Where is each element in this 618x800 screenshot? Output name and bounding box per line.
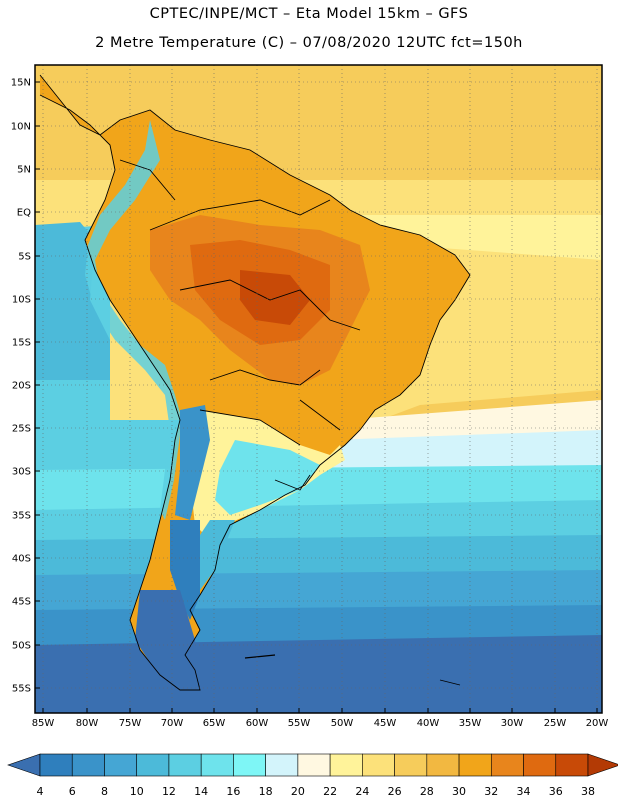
latitude-labels: 15N 10N 5N EQ 5S 10S 15S 20S 25S 30S 35S 40S 45S 50S 5… — [11, 78, 40, 695]
colorbar-label: 24 — [355, 785, 369, 798]
lat-label-25s: 25S — [12, 424, 31, 435]
lon-label-85w: 85W — [32, 718, 55, 729]
colorbar-segment — [490, 753, 524, 777]
colorbar-label: 20 — [291, 785, 305, 798]
colorbar-label: 6 — [69, 785, 76, 798]
colorbar-arrow-high — [587, 753, 618, 777]
lat-label-55s: 55S — [12, 684, 31, 695]
colorbar-segment — [104, 753, 138, 777]
lon-label-55w: 55W — [288, 718, 311, 729]
colorbar-label: 12 — [162, 785, 176, 798]
colorbar-label: 32 — [484, 785, 498, 798]
lon-label-60w: 60W — [246, 718, 269, 729]
lat-label-eq: EQ — [17, 208, 31, 219]
colorbar-segment — [71, 753, 105, 777]
colorbar-segment — [555, 753, 589, 777]
lon-label-70w: 70W — [161, 718, 184, 729]
lon-label-75w: 75W — [119, 718, 142, 729]
map-title-line2: 2 Metre Temperature (C) – 07/08/2020 12U… — [95, 35, 523, 51]
lat-label-50s: 50S — [12, 641, 31, 652]
lat-label-20s: 20S — [12, 381, 31, 392]
colorbar-segment — [297, 753, 331, 777]
longitude-labels: 85W 80W 75W 70W 65W 60W 55W 50W 45W 40W 35W 30W 25W 2… — [32, 708, 609, 729]
colorbar-segment — [362, 753, 395, 777]
colorbar-label: 18 — [259, 785, 273, 798]
colorbar-segment — [329, 753, 363, 777]
colorbar-segment — [426, 753, 460, 777]
colorbar-segment — [394, 753, 428, 777]
colorbar-label: 16 — [226, 785, 240, 798]
lat-label-35s: 35S — [12, 511, 31, 522]
colorbar-label: 8 — [101, 785, 108, 798]
lat-label-40s: 40S — [12, 554, 31, 565]
lat-label-10s: 10S — [12, 295, 31, 306]
colorbar-arrow-low — [7, 753, 41, 777]
map-plot-area — [35, 65, 602, 713]
colorbar-segment — [39, 753, 73, 777]
lat-label-5s: 5S — [18, 252, 31, 263]
lat-label-10n: 10N — [11, 122, 31, 133]
lat-label-45s: 45S — [12, 597, 31, 608]
lon-label-30w: 30W — [501, 718, 524, 729]
lon-label-50w: 50W — [331, 718, 354, 729]
lon-label-65w: 65W — [203, 718, 226, 729]
graticule — [35, 65, 602, 713]
lat-label-15n: 15N — [11, 78, 31, 89]
colorbar-label: 22 — [323, 785, 337, 798]
colorbar-label: 10 — [130, 785, 144, 798]
lon-label-80w: 80W — [76, 718, 99, 729]
lon-label-25w: 25W — [544, 718, 567, 729]
colorbar-segment — [458, 753, 492, 777]
lat-label-5n: 5N — [17, 165, 31, 176]
lon-label-35w: 35W — [459, 718, 482, 729]
colorbar-segment — [136, 753, 170, 777]
colorbar-segment — [200, 753, 234, 777]
lon-label-45w: 45W — [374, 718, 397, 729]
lon-label-20w: 20W — [586, 718, 609, 729]
map-frame — [34, 64, 603, 714]
colorbar-label: 26 — [388, 785, 402, 798]
lat-label-15s: 15S — [12, 338, 31, 349]
colorbar-label: 4 — [37, 785, 44, 798]
colorbar-label: 36 — [549, 785, 563, 798]
map-title-line1: CPTEC/INPE/MCT – Eta Model 15km – GFS — [149, 6, 469, 22]
lon-label-40w: 40W — [417, 718, 440, 729]
colorbar-segment — [265, 753, 299, 777]
colorbar-segment — [523, 753, 557, 777]
colorbar-segment — [168, 753, 202, 777]
colorbar-label: 28 — [420, 785, 434, 798]
coastlines — [39, 74, 471, 691]
colorbar-segment — [233, 753, 266, 777]
colorbar: 4 6 8 10 12 14 16 18 20 22 24 26 28 30 32 34 36 38 — [7, 753, 618, 798]
lat-label-30s: 30S — [12, 467, 31, 478]
colorbar-label: 34 — [517, 785, 531, 798]
colorbar-label: 14 — [194, 785, 208, 798]
colorbar-label: 30 — [452, 785, 466, 798]
colorbar-label: 38 — [581, 785, 595, 798]
